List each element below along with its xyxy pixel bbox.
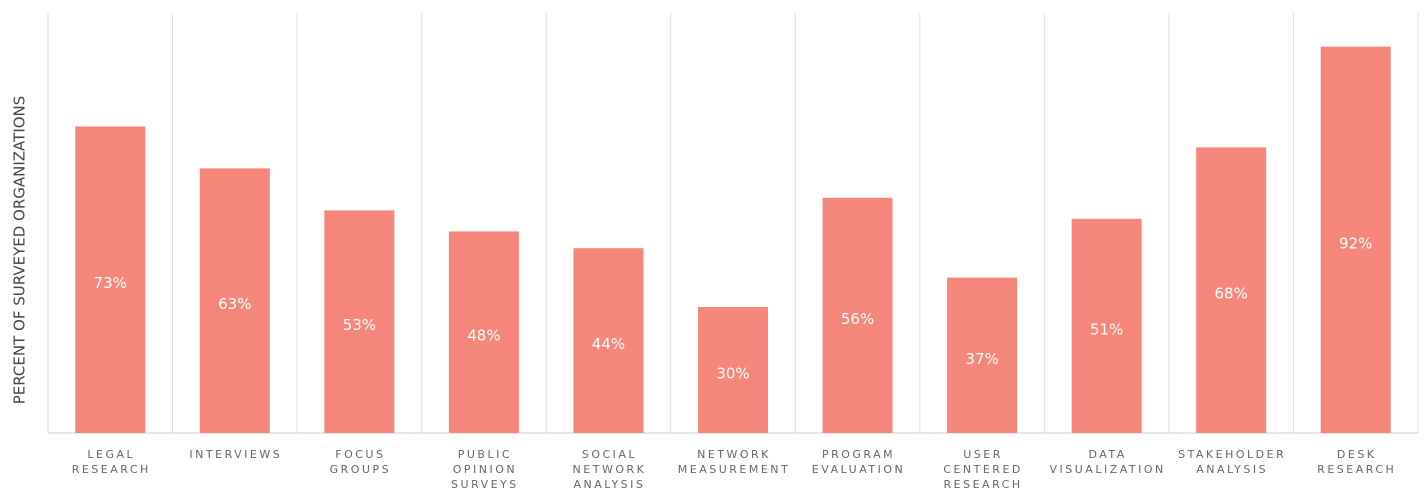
value-label: 73%: [94, 274, 127, 292]
bar: [698, 307, 768, 433]
x-tick-label: STAKEHOLDER ANALYSIS: [1178, 448, 1287, 476]
bar: [1071, 218, 1142, 433]
bar: [947, 277, 1018, 433]
value-label: 56%: [841, 310, 874, 328]
x-tick-label: NETWORK MEASUREMENT: [677, 448, 791, 476]
value-label: 44%: [592, 335, 625, 353]
value-label: 53%: [343, 316, 376, 334]
x-tick-label: INTERVIEWS: [189, 448, 283, 461]
value-label: 68%: [1215, 285, 1248, 303]
x-tick-label: FOCUS GROUPS: [329, 448, 392, 476]
x-tick-label: LEGAL RESEARCH: [71, 448, 151, 476]
bar: [75, 126, 146, 434]
bar: [199, 168, 270, 433]
bar: [324, 210, 395, 433]
bar: [448, 231, 519, 433]
x-tick-label: DATA VISUALIZATION: [1049, 448, 1166, 476]
bar: [573, 248, 644, 433]
value-label: 48%: [467, 327, 500, 345]
x-tick-label: PUBLIC OPINION SURVEYS: [451, 448, 519, 491]
value-label: 63%: [218, 295, 251, 313]
x-tick-label: SOCIAL NETWORK ANALYSIS: [572, 448, 647, 491]
bar: [1320, 46, 1391, 433]
bar: [822, 197, 893, 433]
x-tick-label: PROGRAM EVALUATION: [811, 448, 906, 476]
bar: [1196, 147, 1267, 433]
x-tick-label: USER CENTERED RESEARCH: [943, 448, 1023, 491]
value-label: 51%: [1090, 320, 1123, 338]
value-label: 37%: [965, 350, 998, 368]
value-label: 92%: [1339, 234, 1372, 252]
value-label: 30%: [716, 365, 749, 383]
x-tick-label: DESK RESEARCH: [1317, 448, 1397, 476]
y-axis-label: PERCENT OF SURVEYED ORGANIZATIONS: [11, 96, 29, 405]
